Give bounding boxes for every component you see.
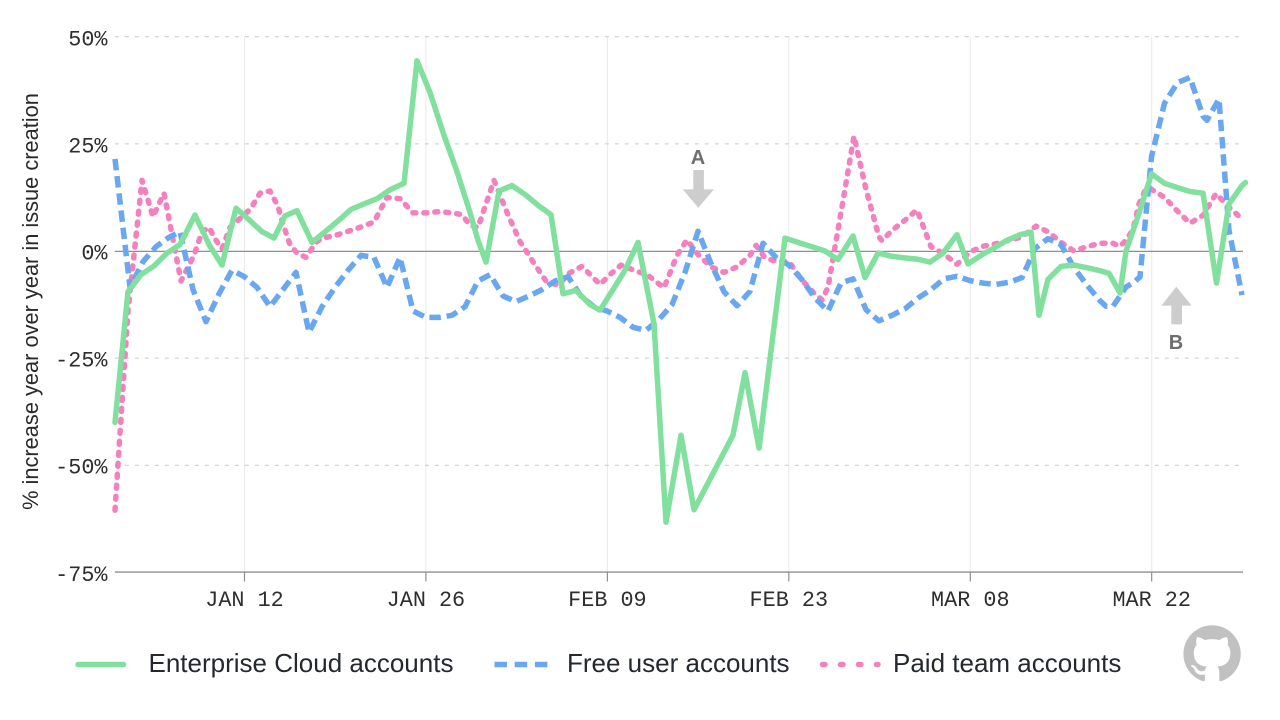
svg-text:Enterprise Cloud accounts: Enterprise Cloud accounts [149, 648, 454, 678]
svg-text:Free user accounts: Free user accounts [567, 648, 790, 678]
svg-text:0%: 0% [81, 242, 108, 267]
svg-text:FEB 09: FEB 09 [568, 588, 646, 613]
svg-text:-75%: -75% [55, 563, 108, 588]
svg-text:MAR 08: MAR 08 [931, 588, 1009, 613]
svg-text:JAN 26: JAN 26 [387, 588, 465, 613]
svg-text:FEB 23: FEB 23 [750, 588, 828, 613]
svg-text:Paid team accounts: Paid team accounts [893, 648, 1121, 678]
svg-text:25%: 25% [68, 134, 108, 159]
svg-text:-50%: -50% [55, 456, 108, 481]
svg-text:A: A [691, 147, 705, 169]
svg-text:JAN 12: JAN 12 [205, 588, 283, 613]
svg-text:-25%: -25% [55, 349, 108, 374]
svg-text:B: B [1169, 332, 1183, 354]
svg-text:50%: 50% [68, 27, 108, 52]
svg-text:% increase year over year in i: % increase year over year in issue creat… [18, 93, 43, 510]
svg-text:MAR 22: MAR 22 [1112, 588, 1190, 613]
